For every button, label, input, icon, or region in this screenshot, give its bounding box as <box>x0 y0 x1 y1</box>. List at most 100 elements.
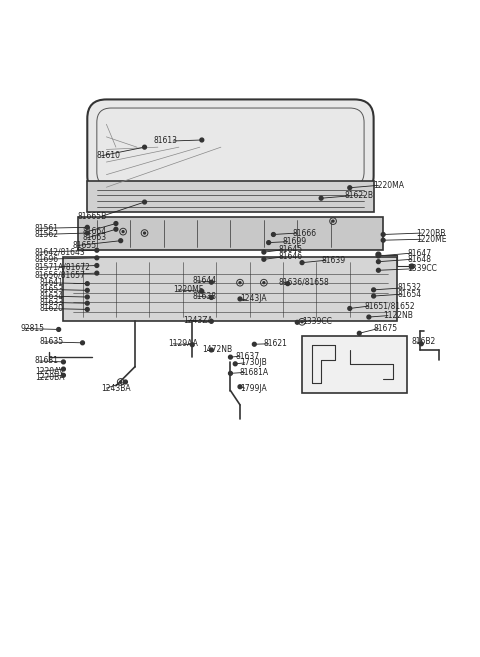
Circle shape <box>286 282 289 286</box>
Circle shape <box>272 233 276 237</box>
Circle shape <box>85 295 89 299</box>
Text: 81532: 81532 <box>397 283 421 292</box>
Bar <box>302 336 407 393</box>
Circle shape <box>95 256 99 260</box>
Circle shape <box>319 196 323 200</box>
Circle shape <box>420 342 423 346</box>
Text: 1339CC: 1339CC <box>407 264 437 273</box>
Text: 1339CC: 1339CC <box>302 317 332 326</box>
Bar <box>78 217 383 250</box>
Text: 1129AA: 1129AA <box>168 339 198 348</box>
Text: 81642/81643: 81642/81643 <box>35 248 85 257</box>
Circle shape <box>376 260 380 263</box>
Text: 81644: 81644 <box>192 277 216 285</box>
Circle shape <box>233 362 237 366</box>
Circle shape <box>376 254 380 258</box>
Circle shape <box>143 200 146 204</box>
Circle shape <box>61 367 65 371</box>
Circle shape <box>81 341 84 345</box>
Text: 81622B: 81622B <box>345 191 374 200</box>
Circle shape <box>85 282 89 286</box>
Text: 1122NB: 1122NB <box>383 311 413 320</box>
Circle shape <box>348 307 352 310</box>
Circle shape <box>95 248 99 252</box>
Text: 81656/81657: 81656/81657 <box>35 271 85 279</box>
Circle shape <box>209 296 213 300</box>
Circle shape <box>367 315 371 319</box>
Circle shape <box>358 331 361 335</box>
Circle shape <box>267 240 271 244</box>
Text: 81651/81652: 81651/81652 <box>364 302 415 311</box>
Bar <box>63 257 397 321</box>
Text: 81562: 81562 <box>35 230 59 239</box>
Circle shape <box>376 268 380 272</box>
Circle shape <box>228 371 232 375</box>
FancyBboxPatch shape <box>87 99 373 195</box>
Circle shape <box>85 225 89 229</box>
Circle shape <box>143 145 146 149</box>
Text: 1799JA: 1799JA <box>240 384 267 393</box>
Text: 81699: 81699 <box>283 237 307 246</box>
Circle shape <box>209 281 213 284</box>
Circle shape <box>144 232 145 234</box>
Text: 1243BA: 1243BA <box>102 384 131 393</box>
Circle shape <box>381 233 385 237</box>
Text: 81637: 81637 <box>235 351 259 361</box>
Circle shape <box>114 227 118 231</box>
Circle shape <box>262 258 266 261</box>
Text: 81655: 81655 <box>73 241 97 250</box>
Circle shape <box>209 348 213 352</box>
Text: 81648: 81648 <box>407 255 431 264</box>
Circle shape <box>209 319 213 323</box>
Circle shape <box>381 238 385 242</box>
Circle shape <box>114 221 118 225</box>
Text: 81636/81658: 81636/81658 <box>278 277 329 286</box>
Text: 81675: 81675 <box>373 324 398 333</box>
Circle shape <box>57 328 60 331</box>
Circle shape <box>85 307 89 311</box>
Circle shape <box>239 282 241 284</box>
Circle shape <box>95 271 99 275</box>
Text: 1220AV: 1220AV <box>35 367 64 376</box>
Text: 92815: 92815 <box>21 324 45 333</box>
Circle shape <box>348 186 352 190</box>
Text: 1472NB: 1472NB <box>202 346 232 355</box>
Circle shape <box>123 380 127 384</box>
Text: 81631: 81631 <box>35 357 59 365</box>
Text: 81638: 81638 <box>192 292 216 300</box>
Circle shape <box>85 302 89 305</box>
Text: 81653: 81653 <box>39 285 64 294</box>
Text: 81654: 81654 <box>397 290 421 299</box>
Circle shape <box>252 342 256 346</box>
Circle shape <box>301 321 303 323</box>
Text: 81613: 81613 <box>154 137 178 145</box>
Circle shape <box>238 385 242 389</box>
Circle shape <box>262 250 266 254</box>
Text: 81635: 81635 <box>39 337 64 346</box>
Circle shape <box>376 252 381 257</box>
Text: 81664: 81664 <box>83 227 107 236</box>
Text: 81639: 81639 <box>321 256 345 265</box>
Circle shape <box>191 343 194 347</box>
Text: 81571A/81672: 81571A/81672 <box>35 263 91 272</box>
Text: 81646: 81646 <box>278 252 302 261</box>
Circle shape <box>200 289 204 293</box>
Text: 81696: 81696 <box>35 255 59 264</box>
Text: 81633: 81633 <box>39 298 64 307</box>
Circle shape <box>119 238 122 242</box>
Circle shape <box>228 355 232 359</box>
Text: 81665B: 81665B <box>77 212 107 221</box>
Text: 816B2: 816B2 <box>412 337 436 346</box>
Circle shape <box>263 282 265 284</box>
Circle shape <box>61 360 65 364</box>
Circle shape <box>95 263 99 267</box>
Text: 1243JA: 1243JA <box>240 294 266 304</box>
Text: 81634: 81634 <box>39 292 64 300</box>
Text: 81620: 81620 <box>39 304 63 313</box>
Text: 1220MA: 1220MA <box>373 181 405 190</box>
Circle shape <box>409 264 414 269</box>
Circle shape <box>372 288 375 292</box>
Text: 81621: 81621 <box>264 339 288 348</box>
Circle shape <box>300 261 304 265</box>
Text: 1730JB: 1730JB <box>240 358 267 367</box>
